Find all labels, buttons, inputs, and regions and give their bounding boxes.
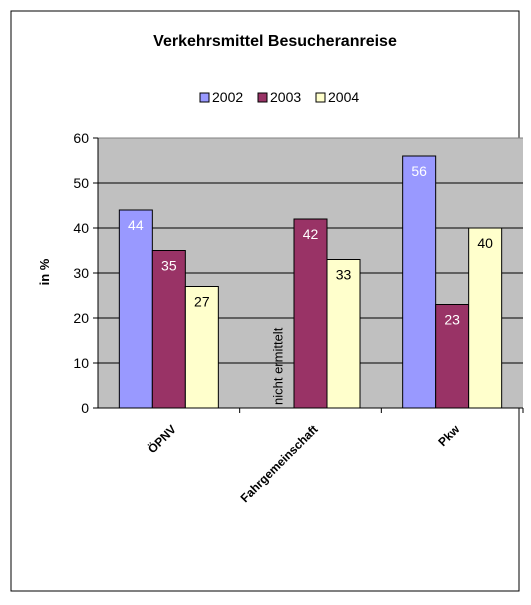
data-label: 40	[477, 235, 493, 251]
legend-swatch	[315, 92, 326, 103]
y-tick-label: 20	[73, 310, 89, 326]
y-tick-label: 40	[73, 220, 89, 236]
bar	[468, 227, 503, 409]
bar	[293, 218, 328, 409]
y-tick-label: 50	[73, 175, 89, 191]
data-label: 33	[336, 267, 352, 283]
data-label: 35	[161, 258, 177, 274]
y-tick-label: 60	[73, 130, 89, 146]
legend-label: 2003	[270, 89, 301, 105]
bar	[402, 155, 437, 409]
legend-label: 2002	[212, 89, 243, 105]
bar	[326, 259, 361, 409]
data-label: 23	[444, 312, 460, 328]
bar	[118, 209, 153, 409]
legend-label: 2004	[328, 89, 359, 105]
y-tick-label: 10	[73, 355, 89, 371]
bars: 44 35 27 42 33 56 23 40 nicht ermittelt	[118, 155, 503, 409]
data-label: 56	[411, 163, 427, 179]
chart-title: Verkehrsmittel Besucheranreise	[153, 33, 397, 50]
y-axis-label: in %	[37, 258, 52, 285]
legend-swatch	[199, 92, 210, 103]
data-label: 27	[194, 294, 210, 310]
data-label: 42	[303, 226, 319, 242]
legend-swatch	[257, 92, 268, 103]
legend: 2002 2003 2004	[199, 89, 359, 105]
y-tick-label: 30	[73, 265, 89, 281]
data-label: 44	[128, 217, 144, 233]
bar	[435, 304, 470, 409]
annotation-not-determined: nicht ermittelt	[271, 327, 286, 405]
bar	[151, 250, 186, 409]
y-tick-label: 0	[81, 400, 89, 416]
